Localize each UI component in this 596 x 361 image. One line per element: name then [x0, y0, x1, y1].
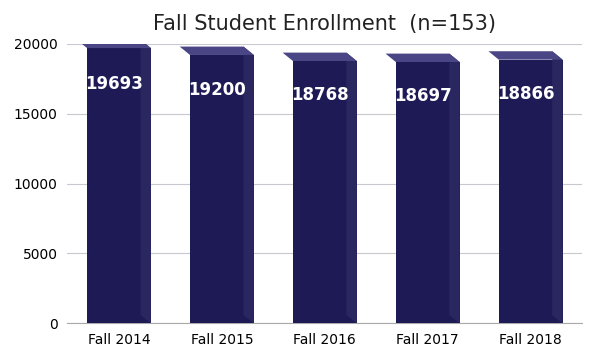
Polygon shape [499, 60, 563, 323]
Title: Fall Student Enrollment  (n=153): Fall Student Enrollment (n=153) [153, 14, 496, 34]
Polygon shape [77, 40, 151, 48]
Text: 18866: 18866 [497, 85, 555, 103]
Polygon shape [346, 53, 356, 323]
Text: 18768: 18768 [291, 86, 349, 104]
Polygon shape [489, 51, 563, 60]
Polygon shape [386, 53, 460, 62]
Polygon shape [87, 48, 151, 323]
Polygon shape [283, 53, 356, 61]
Text: 19693: 19693 [85, 75, 143, 93]
Polygon shape [552, 51, 563, 323]
Polygon shape [141, 40, 151, 323]
Text: 19200: 19200 [188, 81, 246, 99]
Polygon shape [244, 47, 254, 323]
Polygon shape [293, 61, 356, 323]
Polygon shape [179, 47, 254, 55]
Polygon shape [396, 62, 460, 323]
Polygon shape [190, 55, 254, 323]
Polygon shape [449, 53, 460, 323]
Text: 18697: 18697 [394, 87, 452, 105]
